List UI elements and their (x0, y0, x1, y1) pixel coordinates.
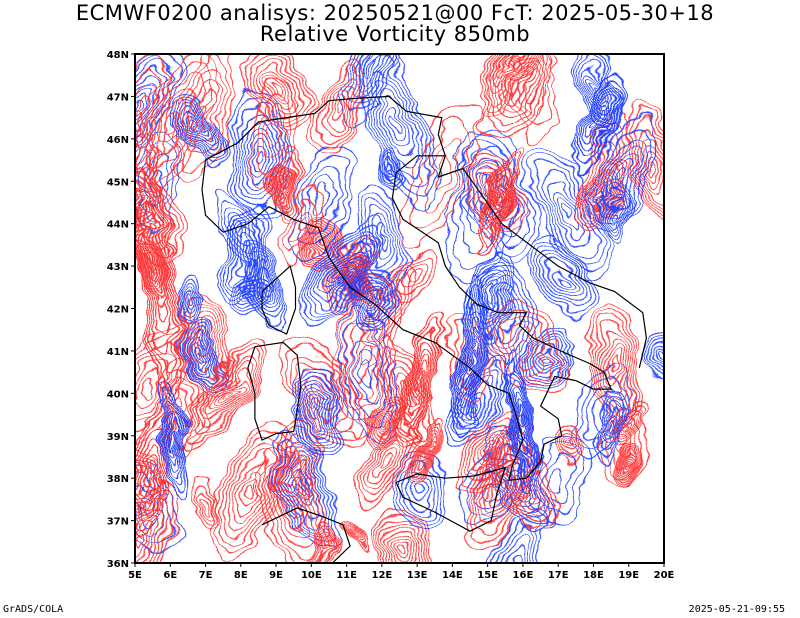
lon-tick-label: 13E (407, 570, 428, 581)
vorticity-contour (484, 512, 545, 563)
vorticity-contour (488, 303, 567, 396)
vorticity-contour (266, 164, 297, 210)
corsica-coastline (261, 265, 297, 335)
vorticity-contour (177, 272, 204, 329)
lat-tick-label: 46N (107, 135, 129, 146)
lon-tick-label: 14E (442, 570, 463, 581)
lat-tick-label: 37N (107, 517, 129, 528)
sicily-coastline (395, 466, 507, 532)
lat-tick-label: 42N (107, 305, 129, 316)
lon-tick-label: 9E (269, 570, 283, 581)
vorticity-contour (293, 142, 352, 262)
latitude-axis: 36N 37N 38N 39N 40N 41N 42N 43N 44N 45N 46N 47N 48N (107, 50, 135, 570)
vorticity-field (135, 54, 664, 563)
vorticity-contour (374, 501, 430, 563)
vorticity-contour (244, 54, 317, 132)
vorticity-contour (337, 302, 397, 447)
vorticity-band (505, 349, 535, 491)
lon-tick-label: 8E (234, 570, 248, 581)
vorticity-contour (135, 482, 179, 563)
sardinia-coastline (247, 341, 302, 441)
lat-tick-label: 48N (107, 50, 129, 61)
vorticity-band (453, 279, 487, 441)
vorticity-contour (215, 188, 262, 276)
coastlines (201, 95, 648, 563)
lon-tick-label: 18E (583, 570, 604, 581)
alps-border-coastline (201, 95, 446, 233)
vorticity-contour (411, 417, 444, 481)
vorticity-band (157, 380, 193, 500)
longitude-axis: 5E 6E 7E 8E 9E 10E 11E 12E 13E 14E 15E 16E 17E 18E 19E… (128, 563, 675, 581)
lat-tick-label: 40N (107, 389, 129, 400)
vorticity-contour (469, 418, 534, 554)
lat-tick-label: 36N (107, 559, 129, 570)
lon-tick-label: 12E (371, 570, 392, 581)
vorticity-contour (466, 154, 527, 230)
vorticity-contour (208, 423, 293, 561)
italy-peninsula-coastline (223, 155, 613, 481)
vorticity-band (135, 110, 184, 410)
lon-tick-label: 11E (336, 570, 357, 581)
adriatic-east-coastline (437, 155, 648, 369)
lon-tick-label: 5E (128, 570, 142, 581)
lon-tick-label: 10E (301, 570, 322, 581)
lat-tick-label: 38N (107, 474, 129, 485)
vorticity-contour (292, 361, 343, 460)
vorticity-band (572, 69, 628, 171)
chart-title: ECMWF0200 analisys: 20250521@00 FcT: 202… (75, 1, 715, 25)
vorticity-contour (644, 331, 664, 379)
lat-tick-label: 39N (107, 432, 129, 443)
tunisia-coastline (261, 507, 351, 563)
chart-subtitle: Relative Vorticity 850mb (259, 22, 531, 46)
lon-tick-label: 15E (477, 570, 498, 581)
lon-tick-label: 16E (513, 570, 534, 581)
footer-credit: GrADS/COLA (3, 604, 64, 615)
lon-tick-label: 6E (163, 570, 177, 581)
vorticity-contour (616, 444, 646, 483)
vorticity-contour (591, 115, 656, 232)
lon-tick-label: 17E (548, 570, 569, 581)
lat-tick-label: 47N (107, 92, 129, 103)
lon-tick-label: 7E (199, 570, 213, 581)
vorticity-band (396, 311, 444, 449)
vorticity-contour (135, 55, 217, 191)
vorticity-contour (351, 262, 397, 328)
footer-timestamp: 2025-05-21-09:55 (688, 604, 785, 615)
lat-tick-label: 43N (107, 262, 129, 273)
lon-tick-label: 19E (618, 570, 639, 581)
vorticity-contour (312, 64, 365, 155)
vorticity-contour (391, 247, 434, 308)
vorticity-contour (594, 387, 626, 469)
vorticity-band (475, 142, 525, 258)
lat-tick-label: 41N (107, 347, 129, 358)
lat-tick-label: 45N (107, 177, 129, 188)
lat-tick-label: 44N (107, 220, 129, 231)
vorticity-contour (352, 419, 417, 510)
vorticity-contour (179, 323, 223, 391)
vorticity-contour (300, 217, 381, 329)
lon-tick-label: 20E (654, 570, 675, 581)
vorticity-contour (507, 54, 556, 141)
vorticity-contour (282, 193, 328, 264)
